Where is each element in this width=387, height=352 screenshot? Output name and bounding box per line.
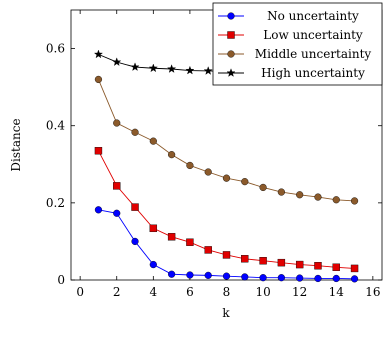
data-point (241, 273, 249, 281)
x-tick-label: 16 (365, 285, 380, 299)
x-tick-label: 14 (329, 285, 345, 299)
x-tick-label: 8 (223, 285, 231, 299)
data-point (350, 197, 359, 205)
x-axis-label: k (222, 306, 230, 320)
data-point (186, 238, 194, 246)
legend-box (212, 2, 383, 86)
data-point (94, 147, 103, 155)
legend-entry: No uncertainty (218, 9, 359, 23)
data-point (204, 168, 212, 176)
data-point (222, 174, 231, 182)
data-point (168, 151, 176, 159)
series-no-uncertainty (94, 206, 359, 283)
data-point (350, 275, 359, 283)
data-point (332, 263, 340, 271)
legend-label: No uncertainty (267, 9, 359, 23)
data-point (296, 274, 304, 282)
data-point (149, 224, 158, 233)
data-point (277, 258, 286, 267)
legend-entry: High uncertainty (218, 66, 365, 80)
series-low-uncertainty (94, 147, 359, 273)
legend-label: High uncertainty (261, 66, 365, 80)
series-middle-uncertainty (94, 75, 359, 205)
legend-marker (226, 68, 236, 77)
x-tick-label: 2 (113, 285, 121, 299)
data-point (222, 251, 231, 259)
data-point (168, 270, 176, 278)
legend-marker (227, 12, 235, 20)
data-point (314, 193, 322, 201)
data-point (94, 206, 103, 214)
data-point (277, 188, 285, 196)
data-point (167, 64, 177, 73)
data-point (314, 274, 322, 283)
data-point (204, 271, 212, 279)
data-point (93, 49, 104, 59)
data-point (222, 272, 231, 280)
series-line (98, 79, 355, 202)
x-tick-label: 0 (76, 285, 84, 299)
data-point (241, 178, 249, 186)
data-point (167, 233, 176, 241)
legend-marker (227, 31, 235, 39)
legend-label: Middle uncertainty (255, 47, 372, 61)
data-point (350, 264, 359, 273)
data-point (186, 271, 194, 279)
data-point (259, 257, 267, 265)
data-point (332, 196, 340, 204)
legend-marker (227, 50, 235, 58)
y-axis-label: Distance (9, 118, 23, 171)
data-point (185, 65, 195, 75)
data-point (130, 62, 140, 71)
data-point (113, 119, 121, 127)
data-point (332, 274, 340, 283)
data-point (296, 191, 304, 199)
x-tick-label: 10 (255, 285, 270, 299)
x-tick-label: 6 (186, 285, 194, 299)
legend: No uncertainty Low uncertainty Middle unce… (212, 2, 383, 86)
data-point (204, 246, 212, 254)
x-tick-label: 4 (150, 285, 158, 299)
data-point (149, 260, 157, 269)
data-point (314, 262, 322, 270)
data-point (131, 128, 139, 136)
data-point (149, 137, 157, 145)
legend-entry: Middle uncertainty (218, 47, 371, 61)
data-point (148, 63, 158, 73)
data-point (112, 57, 122, 66)
data-point (259, 274, 267, 282)
data-point (113, 209, 121, 217)
y-tick-label: 0 (57, 273, 65, 287)
data-point (277, 274, 285, 282)
data-point (131, 237, 139, 246)
data-point (131, 203, 139, 211)
x-tick-label: 12 (292, 285, 307, 299)
y-tick-label: 0.4 (46, 119, 65, 133)
data-point (259, 183, 267, 192)
data-point (203, 66, 213, 75)
data-point (241, 255, 249, 263)
data-point (295, 260, 304, 269)
data-point (94, 75, 103, 84)
data-point (113, 182, 121, 190)
y-tick-label: 0.6 (46, 42, 65, 56)
legend-entry: Low uncertainty (218, 28, 363, 42)
data-point (186, 161, 194, 170)
legend-label: Low uncertainty (263, 28, 363, 42)
y-tick-label: 0.2 (46, 196, 65, 210)
